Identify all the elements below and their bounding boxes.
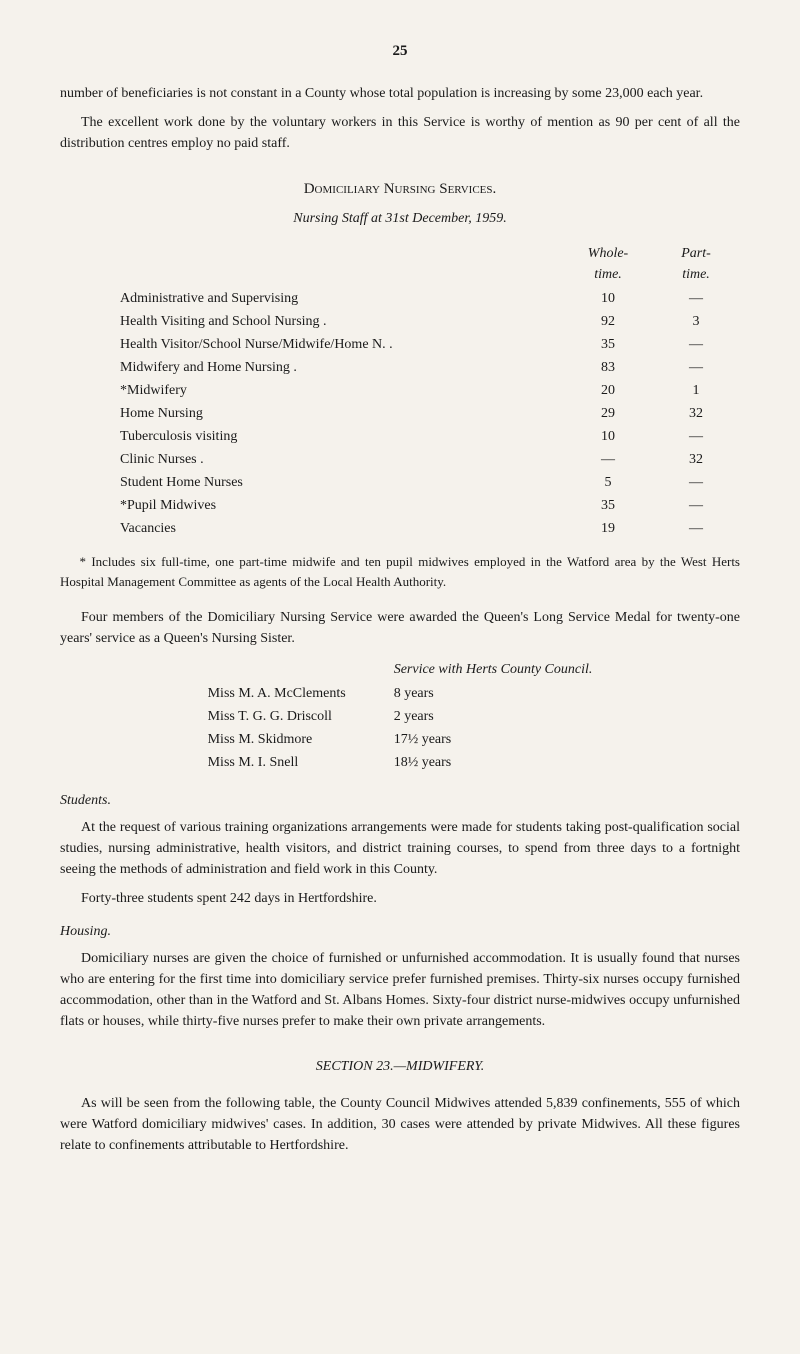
row-whole-time: 5: [564, 471, 652, 494]
table-row: *Pupil Midwives35—: [60, 494, 740, 517]
table-row: Home Nursing2932: [60, 402, 740, 425]
medal-service: 18½ years: [386, 751, 601, 774]
row-part-time: —: [652, 494, 740, 517]
row-part-time: 1: [652, 379, 740, 402]
row-label: Home Nursing: [60, 402, 564, 425]
medal-name: Miss M. A. McClements: [200, 682, 386, 705]
medal-name: Miss T. G. G. Driscoll: [200, 705, 386, 728]
table-row: Student Home Nurses5—: [60, 471, 740, 494]
students-heading: Students.: [60, 790, 740, 811]
row-whole-time: 92: [564, 310, 652, 333]
medal-service: 2 years: [386, 705, 601, 728]
table-row: Miss T. G. G. Driscoll2 years: [200, 705, 601, 728]
row-label: Health Visiting and School Nursing .: [60, 310, 564, 333]
housing-para: Domiciliary nurses are given the choice …: [60, 948, 740, 1032]
table-row: Clinic Nurses .—32: [60, 448, 740, 471]
header-part-time: Part-time.: [652, 241, 740, 287]
row-part-time: —: [652, 287, 740, 310]
row-part-time: —: [652, 471, 740, 494]
nursing-staff-table: Whole-time. Part-time. Administrative an…: [60, 241, 740, 540]
table-row: Administrative and Supervising10—: [60, 287, 740, 310]
row-label: Health Visitor/School Nurse/Midwife/Home…: [60, 333, 564, 356]
intro-para-1: number of beneficiaries is not constant …: [60, 83, 740, 104]
intro-para-2: The excellent work done by the voluntary…: [60, 112, 740, 154]
table-row: Health Visiting and School Nursing .923: [60, 310, 740, 333]
row-whole-time: 35: [564, 333, 652, 356]
housing-heading: Housing.: [60, 921, 740, 942]
service-medal-table: Service with Herts County Council. Miss …: [200, 657, 601, 774]
table-row: Miss M. A. McClements8 years: [200, 682, 601, 705]
row-part-time: 3: [652, 310, 740, 333]
row-part-time: —: [652, 356, 740, 379]
medal-name: Miss M. I. Snell: [200, 751, 386, 774]
medal-service: 17½ years: [386, 728, 601, 751]
row-label: Tuberculosis visiting: [60, 425, 564, 448]
row-label: Student Home Nurses: [60, 471, 564, 494]
row-label: Vacancies: [60, 517, 564, 540]
domiciliary-subtitle: Nursing Staff at 31st December, 1959.: [60, 208, 740, 229]
medal-service: 8 years: [386, 682, 601, 705]
table-row: Health Visitor/School Nurse/Midwife/Home…: [60, 333, 740, 356]
row-label: Midwifery and Home Nursing .: [60, 356, 564, 379]
row-whole-time: 20: [564, 379, 652, 402]
row-label: *Pupil Midwives: [60, 494, 564, 517]
domiciliary-footnote: * Includes six full-time, one part-time …: [60, 552, 740, 591]
row-part-time: —: [652, 333, 740, 356]
row-whole-time: 19: [564, 517, 652, 540]
row-label: Administrative and Supervising: [60, 287, 564, 310]
row-whole-time: 10: [564, 425, 652, 448]
table-header-row: Service with Herts County Council.: [200, 657, 601, 682]
table-row: Miss M. I. Snell18½ years: [200, 751, 601, 774]
table-row: Tuberculosis visiting10—: [60, 425, 740, 448]
domiciliary-title: Domiciliary Nursing Services.: [60, 178, 740, 201]
students-para-2: Forty-three students spent 242 days in H…: [60, 888, 740, 909]
midwifery-section-label: SECTION 23.—MIDWIFERY.: [60, 1056, 740, 1077]
row-part-time: —: [652, 517, 740, 540]
medal-name: Miss M. Skidmore: [200, 728, 386, 751]
row-part-time: —: [652, 425, 740, 448]
page-number: 25: [60, 40, 740, 63]
row-whole-time: 29: [564, 402, 652, 425]
table-row: *Midwifery201: [60, 379, 740, 402]
row-whole-time: —: [564, 448, 652, 471]
row-part-time: 32: [652, 402, 740, 425]
table-row: Midwifery and Home Nursing .83—: [60, 356, 740, 379]
queens-medal-para: Four members of the Domiciliary Nursing …: [60, 607, 740, 649]
row-label: Clinic Nurses .: [60, 448, 564, 471]
midwifery-para: As will be seen from the following table…: [60, 1093, 740, 1156]
table-row: Vacancies19—: [60, 517, 740, 540]
row-part-time: 32: [652, 448, 740, 471]
row-whole-time: 10: [564, 287, 652, 310]
row-whole-time: 83: [564, 356, 652, 379]
table-row: Miss M. Skidmore17½ years: [200, 728, 601, 751]
header-whole-time: Whole-time.: [564, 241, 652, 287]
table-header-row: Whole-time. Part-time.: [60, 241, 740, 287]
row-label: *Midwifery: [60, 379, 564, 402]
header-service: Service with Herts County Council.: [386, 657, 601, 682]
students-para-1: At the request of various training organ…: [60, 817, 740, 880]
row-whole-time: 35: [564, 494, 652, 517]
